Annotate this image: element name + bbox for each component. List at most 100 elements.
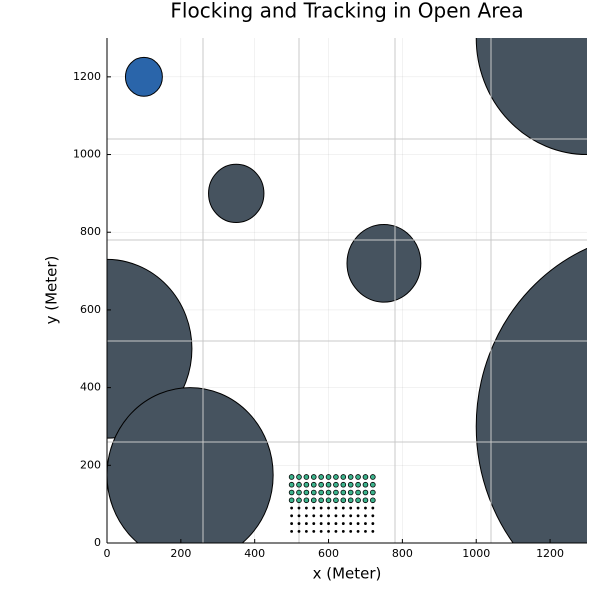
agent bbox=[341, 529, 345, 533]
agent bbox=[288, 497, 295, 504]
x-tick-label: 400 bbox=[244, 547, 265, 560]
y-tick-label: 600 bbox=[80, 303, 101, 316]
agent bbox=[349, 522, 353, 525]
agent bbox=[370, 481, 376, 488]
agent bbox=[356, 529, 360, 533]
agent bbox=[362, 489, 369, 496]
agent bbox=[288, 481, 295, 488]
agent bbox=[297, 522, 301, 525]
agent bbox=[296, 481, 302, 488]
agent bbox=[303, 481, 310, 488]
agent bbox=[341, 514, 345, 518]
agent bbox=[319, 522, 323, 525]
agent bbox=[334, 506, 338, 510]
agent bbox=[349, 506, 353, 510]
agent bbox=[370, 489, 376, 496]
x-tick-label: 800 bbox=[392, 547, 413, 560]
agent bbox=[327, 506, 330, 510]
agent bbox=[364, 506, 367, 510]
agent bbox=[318, 497, 324, 504]
agent bbox=[290, 514, 294, 518]
agent bbox=[341, 506, 345, 510]
agent bbox=[340, 474, 347, 480]
y-axis-label: y (Meter) bbox=[43, 256, 61, 325]
agent bbox=[371, 522, 375, 525]
agent bbox=[356, 522, 360, 525]
agent bbox=[341, 522, 345, 525]
agent bbox=[312, 522, 316, 525]
x-tick-label: 600 bbox=[318, 547, 339, 560]
x-axis-label: x (Meter) bbox=[313, 565, 382, 583]
plot-area bbox=[107, 38, 587, 543]
agent bbox=[290, 506, 294, 510]
agent bbox=[334, 529, 338, 533]
agent bbox=[319, 529, 323, 533]
agent bbox=[319, 506, 323, 510]
agent bbox=[356, 506, 360, 510]
agent bbox=[334, 514, 338, 518]
agent bbox=[347, 497, 354, 504]
agent bbox=[318, 481, 324, 488]
agent bbox=[304, 529, 308, 533]
agent bbox=[296, 497, 302, 504]
x-tick-label: 1200 bbox=[536, 547, 564, 560]
agent bbox=[347, 481, 354, 488]
agent bbox=[312, 529, 316, 533]
agent bbox=[296, 474, 302, 480]
y-tick-label: 1000 bbox=[73, 148, 101, 161]
agent bbox=[364, 522, 367, 525]
agent bbox=[340, 497, 347, 504]
agent bbox=[327, 522, 330, 525]
agent bbox=[304, 514, 308, 518]
agent bbox=[296, 489, 302, 496]
agent bbox=[349, 514, 353, 518]
y-tick-label: 0 bbox=[94, 536, 101, 549]
agent bbox=[318, 474, 324, 480]
agent bbox=[312, 514, 316, 518]
agent bbox=[297, 506, 301, 510]
agent bbox=[325, 497, 332, 504]
agent bbox=[333, 474, 339, 480]
agent bbox=[355, 474, 361, 480]
agent bbox=[304, 506, 308, 510]
x-tick-label: 200 bbox=[170, 547, 191, 560]
agent bbox=[310, 489, 317, 496]
agent bbox=[355, 497, 361, 504]
agent bbox=[288, 474, 295, 480]
agent bbox=[304, 522, 308, 525]
agent bbox=[333, 497, 339, 504]
agent bbox=[303, 497, 310, 504]
x-tick-label: 0 bbox=[104, 547, 111, 560]
agent bbox=[362, 474, 369, 480]
agent bbox=[297, 514, 301, 518]
agent bbox=[327, 514, 330, 518]
agent bbox=[310, 481, 317, 488]
obstacle bbox=[124, 56, 163, 97]
agent bbox=[371, 529, 375, 533]
agent bbox=[347, 489, 354, 496]
agent bbox=[288, 489, 295, 496]
agent bbox=[310, 474, 317, 480]
agent bbox=[364, 529, 367, 533]
agent bbox=[355, 481, 361, 488]
obstacle bbox=[475, 38, 587, 156]
chart-title: Flocking and Tracking in Open Area bbox=[170, 0, 523, 23]
agent bbox=[362, 497, 369, 504]
agent bbox=[319, 514, 323, 518]
obstacle bbox=[346, 223, 422, 303]
agent bbox=[355, 489, 361, 496]
agent bbox=[364, 514, 367, 518]
agent bbox=[362, 481, 369, 488]
agent bbox=[290, 529, 294, 533]
agent bbox=[340, 489, 347, 496]
agent bbox=[318, 489, 324, 496]
obstacle bbox=[475, 247, 587, 543]
obstacle bbox=[208, 163, 265, 224]
agent bbox=[327, 529, 330, 533]
y-tick-label: 800 bbox=[80, 225, 101, 238]
y-tick-label: 1200 bbox=[73, 70, 101, 83]
obstacle bbox=[107, 387, 274, 543]
agent bbox=[325, 474, 332, 480]
agent bbox=[347, 474, 354, 480]
